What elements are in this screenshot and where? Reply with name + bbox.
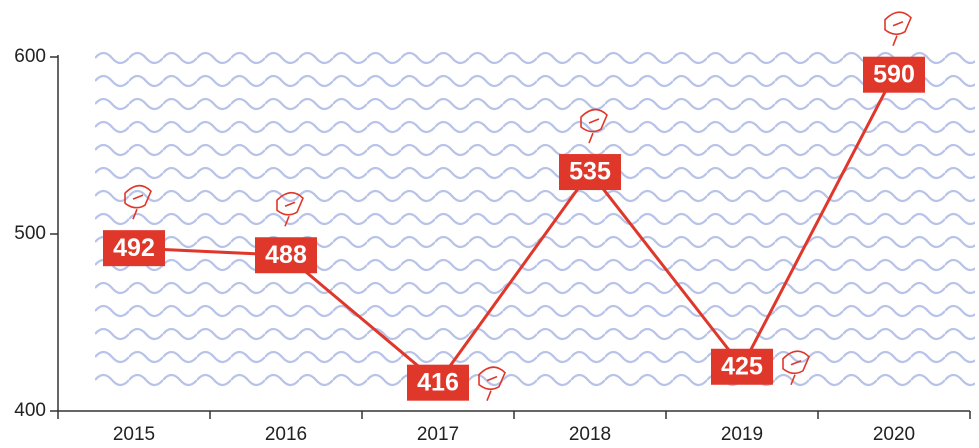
boat-icon	[884, 11, 912, 46]
x-tick-label: 2020	[873, 424, 915, 445]
x-tick-label: 2019	[721, 424, 763, 445]
boat-icon	[124, 184, 152, 220]
y-tick-label: 600	[14, 46, 46, 67]
value-label: 535	[569, 158, 611, 186]
x-tick-label: 2016	[265, 424, 307, 445]
boat-icon	[478, 366, 506, 401]
value-box	[103, 230, 165, 267]
boat-icon	[580, 108, 608, 144]
boat-icon	[276, 191, 304, 227]
x-tick-label: 2015	[113, 424, 155, 445]
wave-background	[95, 44, 975, 396]
value-label: 416	[417, 368, 459, 396]
value-box	[407, 364, 469, 401]
x-tick-label: 2018	[569, 424, 611, 445]
value-box	[711, 348, 773, 385]
value-label: 488	[265, 241, 307, 269]
value-label: 492	[113, 234, 155, 262]
x-tick-label: 2017	[417, 424, 459, 445]
value-box	[255, 237, 317, 274]
boat-icon	[782, 350, 810, 386]
y-tick-label: 500	[14, 223, 46, 244]
value-box	[559, 154, 621, 191]
value-box	[863, 56, 925, 93]
value-label: 590	[873, 60, 915, 88]
value-label: 425	[721, 352, 763, 380]
y-tick-label: 400	[14, 400, 46, 421]
